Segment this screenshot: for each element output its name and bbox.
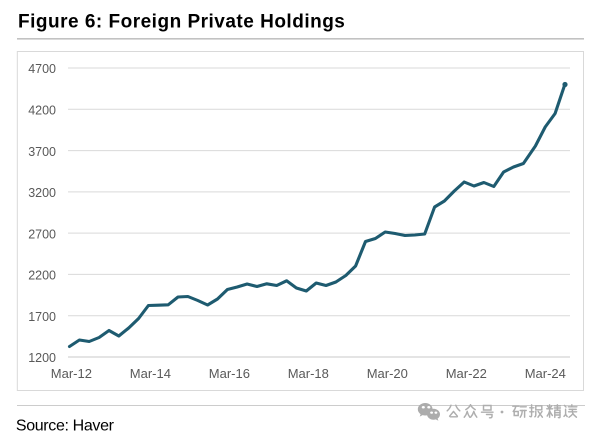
- svg-text:2700: 2700: [28, 227, 56, 241]
- svg-text:Mar-16: Mar-16: [209, 366, 250, 381]
- svg-text:2200: 2200: [28, 269, 56, 283]
- svg-text:Mar-20: Mar-20: [367, 366, 408, 381]
- svg-text:Mar-12: Mar-12: [51, 366, 92, 381]
- svg-text:Source: Haver: Source: Haver: [16, 418, 115, 435]
- svg-text:4700: 4700: [28, 62, 56, 76]
- svg-text:3200: 3200: [28, 186, 56, 200]
- svg-text:Figure 6: Foreign Private Hold: Figure 6: Foreign Private Holdings: [18, 12, 345, 33]
- svg-text:Mar-14: Mar-14: [130, 366, 171, 381]
- svg-text:1700: 1700: [28, 310, 56, 324]
- svg-text:4200: 4200: [28, 104, 56, 118]
- svg-text:Mar-18: Mar-18: [288, 366, 329, 381]
- svg-text:1200: 1200: [28, 351, 56, 365]
- svg-text:3700: 3700: [28, 145, 56, 159]
- svg-text:Mar-22: Mar-22: [446, 366, 487, 381]
- svg-text:Mar-24: Mar-24: [525, 366, 566, 381]
